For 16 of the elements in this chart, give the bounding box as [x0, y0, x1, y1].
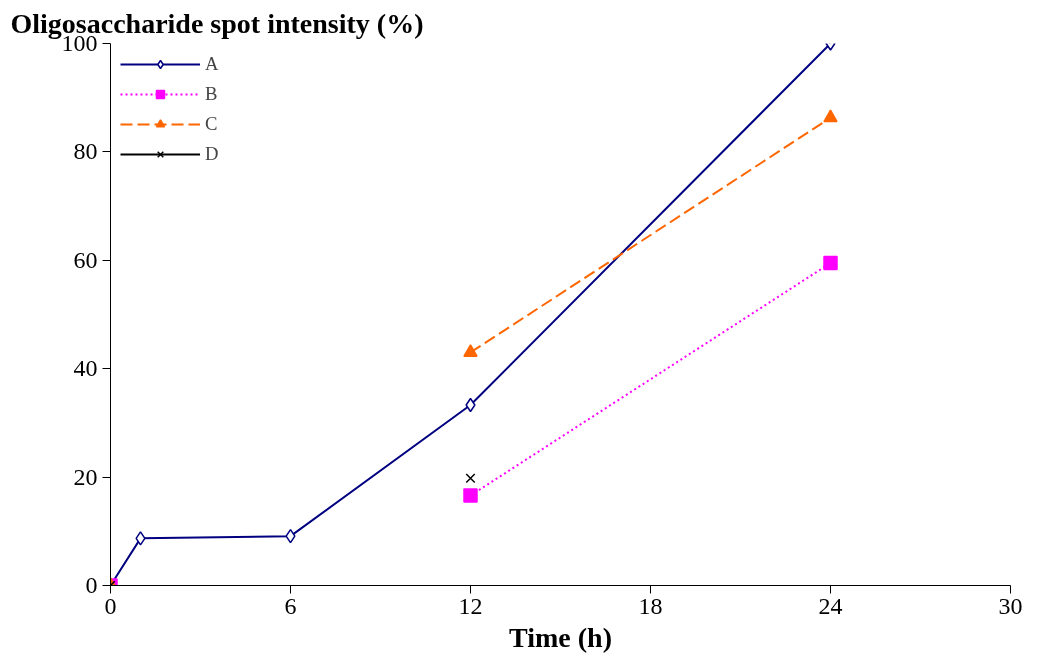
legend-label: D	[205, 143, 220, 165]
y-tick-label: 20	[73, 463, 98, 490]
legend-label: C	[205, 113, 219, 135]
y-tick-label: 40	[73, 355, 98, 382]
y-tick-label: 0	[85, 572, 98, 598]
legend-label: A	[205, 53, 220, 75]
x-tick-label: 12	[458, 592, 483, 619]
x-axis-title: Time (h)	[509, 621, 612, 653]
y-tick-label: 60	[73, 246, 98, 273]
legend-label: B	[205, 83, 219, 105]
y-tick-label: 80	[73, 138, 98, 165]
x-tick-label: 24	[818, 592, 843, 619]
x-tick-label: 6	[284, 592, 297, 619]
x-tick-label: 0	[104, 592, 117, 619]
x-tick-label: 30	[998, 592, 1023, 619]
x-tick-label: 18	[638, 592, 663, 619]
